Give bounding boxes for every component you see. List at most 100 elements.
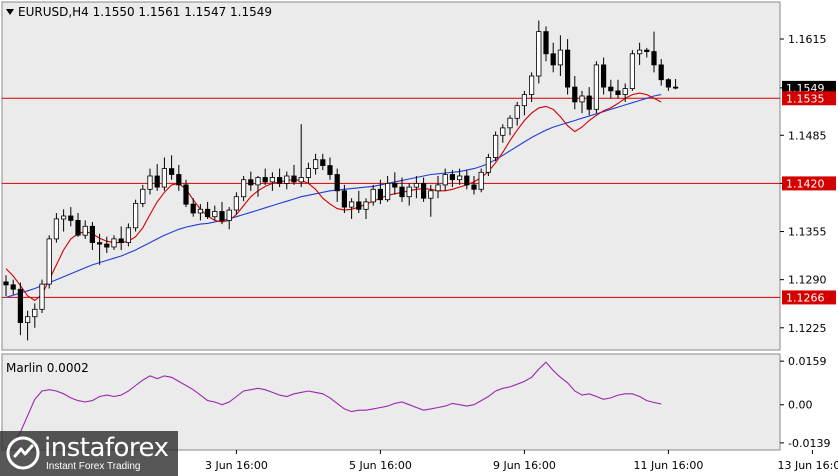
candle-body [514, 105, 520, 119]
candle [104, 236, 110, 254]
candle [255, 176, 261, 197]
candle [327, 157, 333, 180]
candle [536, 20, 542, 84]
candle-body [529, 75, 535, 95]
price-label-box [782, 290, 836, 305]
candle-body [24, 316, 31, 324]
candle [161, 157, 167, 191]
candle [312, 153, 319, 175]
candle [298, 124, 304, 188]
candle [111, 235, 117, 251]
candle-body [140, 188, 146, 204]
candle-body [485, 157, 492, 173]
candle-body [32, 308, 38, 318]
candle [514, 101, 520, 126]
candle [17, 282, 24, 336]
candle-body [305, 168, 312, 178]
candle [132, 199, 139, 232]
candle-body [456, 175, 463, 181]
candle-body [435, 184, 441, 192]
candle [269, 172, 276, 191]
candle [500, 124, 506, 143]
candle [370, 184, 376, 206]
candle-body [644, 49, 650, 52]
candle-body [500, 127, 506, 136]
candle [125, 223, 131, 247]
candle [601, 57, 607, 95]
candle [658, 59, 664, 86]
price-panel[interactable] [1, 1, 781, 351]
candle-body [226, 209, 232, 221]
candle [183, 179, 189, 208]
candle-body [550, 53, 556, 66]
candle-body [219, 211, 225, 221]
level-price-label: 1.1535 [782, 91, 836, 106]
candle [608, 79, 614, 99]
osc-tick-label: 0.00 [788, 399, 813, 412]
candle-body [212, 211, 218, 218]
candle-body [204, 208, 211, 218]
candle [219, 201, 225, 225]
candle-body [622, 88, 628, 95]
candle [435, 176, 441, 199]
candle [456, 168, 463, 185]
candle [449, 170, 456, 188]
candle [586, 87, 592, 116]
time-tick-label: 13 Jun 16:00 [777, 459, 838, 472]
triangle-down-icon[interactable] [6, 9, 14, 15]
candle-body [298, 177, 304, 183]
candle [673, 79, 679, 90]
candle [39, 279, 45, 313]
candle-body [392, 182, 398, 188]
candle [529, 72, 535, 102]
candle-body [46, 238, 52, 285]
candle [615, 79, 621, 99]
candle [428, 184, 434, 217]
candle-body [384, 182, 391, 201]
candle-body [168, 168, 175, 175]
price-tick-label: 1.1290 [788, 274, 827, 287]
candle [168, 155, 175, 180]
candle-body [10, 284, 16, 290]
candle [284, 171, 290, 190]
candle [68, 207, 74, 227]
candle [233, 192, 239, 215]
candle [248, 171, 254, 191]
candle [644, 47, 650, 58]
price-label-text: 1.1420 [786, 177, 825, 190]
candle [10, 279, 16, 295]
price-label-box [782, 176, 836, 191]
candle-body [104, 243, 110, 248]
candle [118, 226, 124, 251]
candle-body [284, 175, 290, 184]
instaforex-watermark: instaforex Instant Forex Trading [0, 431, 178, 476]
candle-body [658, 64, 664, 81]
candle-body [125, 227, 131, 244]
candle-body [615, 90, 621, 96]
candle [89, 221, 95, 251]
candle-body [579, 95, 585, 103]
candle [97, 233, 103, 265]
candle [406, 183, 412, 206]
osc-tick-label: 0.0159 [788, 355, 827, 368]
candle [399, 177, 405, 202]
candle-body [464, 175, 470, 186]
candle-body [118, 238, 124, 243]
symbol-header: EURUSD,H4 1.1550 1.1561 1.1547 1.1549 [18, 5, 272, 19]
horizontal-levels [2, 97, 780, 298]
candle-body [39, 283, 45, 310]
candle [384, 176, 391, 202]
price-tick-label: 1.1615 [788, 33, 827, 46]
candle [550, 42, 556, 73]
candle [176, 164, 182, 191]
candle [212, 205, 218, 221]
candle [197, 204, 203, 221]
candle-body [637, 49, 643, 55]
candle [32, 303, 38, 328]
candle [478, 168, 484, 193]
candle-body [536, 31, 542, 77]
time-tick-label: 11 Jun 16:00 [633, 459, 703, 472]
time-tick-label: 3 Jun 16:00 [205, 459, 268, 472]
